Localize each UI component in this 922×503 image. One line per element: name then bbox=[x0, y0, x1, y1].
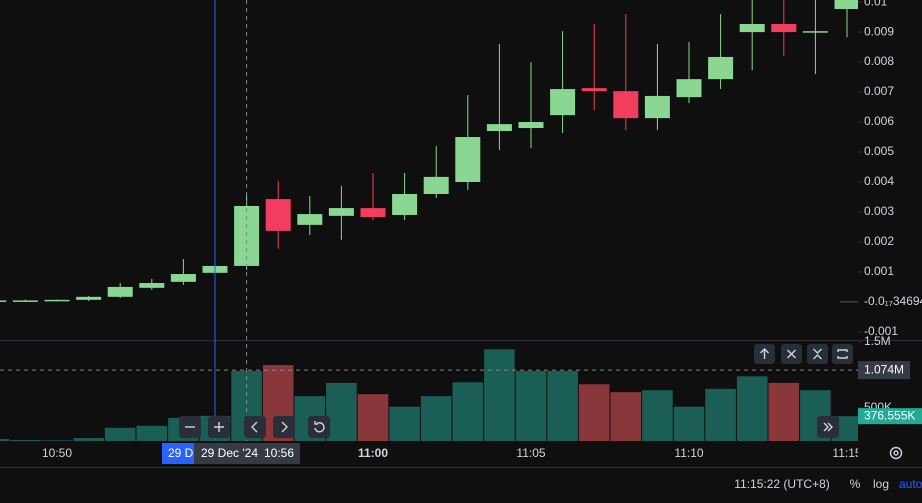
candle-body bbox=[834, 0, 858, 9]
y-tick-label: 0.006 bbox=[864, 114, 894, 128]
volume-bar bbox=[0, 439, 10, 441]
y-tick-label: 0.008 bbox=[864, 54, 894, 68]
candle-body bbox=[392, 193, 418, 215]
maximize-button[interactable] bbox=[832, 344, 853, 364]
candle-body bbox=[328, 208, 354, 216]
zoom-out-button[interactable] bbox=[179, 416, 201, 438]
candle-body bbox=[76, 296, 102, 300]
candle-body bbox=[708, 56, 734, 80]
volume-bar bbox=[736, 376, 768, 441]
volume-bar bbox=[547, 371, 578, 441]
volume-bar bbox=[104, 427, 136, 441]
candle-body bbox=[44, 299, 70, 302]
scroll-right-button[interactable] bbox=[273, 416, 295, 438]
last-volume-label: 376.555K bbox=[864, 408, 915, 422]
candle-body bbox=[12, 300, 38, 302]
log-toggle[interactable]: log bbox=[873, 477, 889, 491]
candle-body bbox=[455, 137, 481, 182]
status-time: 11:15:22 (UTC+8) bbox=[734, 477, 830, 491]
volume-bar bbox=[515, 371, 547, 441]
candle-body bbox=[297, 214, 323, 225]
volume-bar bbox=[10, 440, 41, 441]
crosshair-value-tag bbox=[858, 361, 910, 380]
price-marker-label: -0.0₁₇34694 bbox=[864, 294, 922, 308]
volume-bar bbox=[420, 396, 452, 441]
volume-bar bbox=[73, 438, 104, 441]
candle-body bbox=[518, 122, 544, 129]
crosshair-date-label: 29 Dec '24 bbox=[201, 446, 258, 460]
candle-body bbox=[0, 300, 7, 302]
volume-bar bbox=[768, 382, 800, 441]
candle-body bbox=[550, 89, 576, 116]
candle-body bbox=[265, 199, 291, 231]
crosshair-value-label: 1.074M bbox=[864, 362, 904, 376]
x-tick-label: 11:05 bbox=[516, 446, 545, 460]
y-tick-label: 0.001 bbox=[864, 264, 894, 278]
auto-toggle[interactable]: auto bbox=[899, 477, 922, 491]
candle-body bbox=[107, 286, 133, 297]
y-tick-label: 0.004 bbox=[864, 174, 894, 188]
candle-body bbox=[644, 95, 670, 119]
marker-label: 29 D bbox=[168, 446, 194, 460]
crosshair-time-label: 10:56 bbox=[264, 446, 294, 460]
candle-body bbox=[802, 31, 828, 33]
volume-bar bbox=[705, 388, 736, 441]
scroll-to-end-button[interactable] bbox=[817, 416, 839, 438]
marker-tag bbox=[162, 443, 196, 464]
volume-bar bbox=[41, 440, 73, 441]
candle-body bbox=[739, 23, 765, 33]
y-tick-label: 0.002 bbox=[864, 234, 894, 248]
crosshair-time-tag bbox=[194, 443, 300, 464]
candle-body bbox=[771, 23, 797, 33]
x-tick-label: 11:15 bbox=[832, 446, 861, 460]
volume-bar bbox=[578, 384, 610, 441]
percent-toggle[interactable]: % bbox=[850, 477, 861, 491]
candle-body bbox=[360, 208, 386, 218]
move-up-button[interactable] bbox=[754, 344, 775, 364]
x-tick-label: 11:10 bbox=[674, 446, 703, 460]
volume-bar bbox=[484, 349, 515, 441]
y-tick-label: 0.005 bbox=[864, 144, 894, 158]
candle-body bbox=[613, 91, 639, 119]
reset-button[interactable] bbox=[308, 416, 330, 438]
close-pane-button[interactable] bbox=[781, 344, 802, 364]
collapse-button[interactable] bbox=[807, 344, 828, 364]
volume-bar bbox=[326, 382, 357, 441]
x-tick-label: 11:00 bbox=[358, 446, 388, 460]
volume-bar bbox=[642, 390, 673, 441]
overlay: -0.001 0.001 0.002 0.003 0.004 0.005 0.006 0.00… bbox=[0, 0, 922, 464]
candle-body bbox=[676, 79, 702, 98]
volume-bar bbox=[357, 394, 389, 441]
time-axis: 10:50 11:00 11:05 11:10 11:15 bbox=[42, 446, 861, 460]
volume-bar bbox=[389, 406, 420, 441]
volume-bar bbox=[673, 406, 705, 441]
candle-body bbox=[581, 88, 607, 92]
candle-body bbox=[139, 283, 165, 288]
candle-body bbox=[170, 274, 196, 282]
y-tick-label: 0.003 bbox=[864, 204, 894, 218]
y-tick-label: 0.009 bbox=[864, 24, 894, 38]
volume-bar bbox=[136, 425, 168, 441]
y-tick-label: 0.01 bbox=[864, 0, 888, 8]
candle-body bbox=[423, 176, 449, 194]
last-volume-tag bbox=[858, 408, 922, 425]
volume-bar bbox=[452, 382, 484, 441]
settings-button[interactable] bbox=[889, 446, 903, 460]
zoom-in-button[interactable] bbox=[208, 416, 230, 438]
x-tick-label: 10:50 bbox=[42, 446, 72, 460]
scroll-left-button[interactable] bbox=[244, 416, 266, 438]
volume-bar bbox=[610, 392, 642, 441]
candle-body bbox=[486, 124, 512, 132]
y-tick-label: 0.007 bbox=[864, 84, 894, 98]
volume-tick-label: 1.5M bbox=[864, 334, 891, 348]
y-tick-label: -0.001 bbox=[864, 324, 898, 338]
